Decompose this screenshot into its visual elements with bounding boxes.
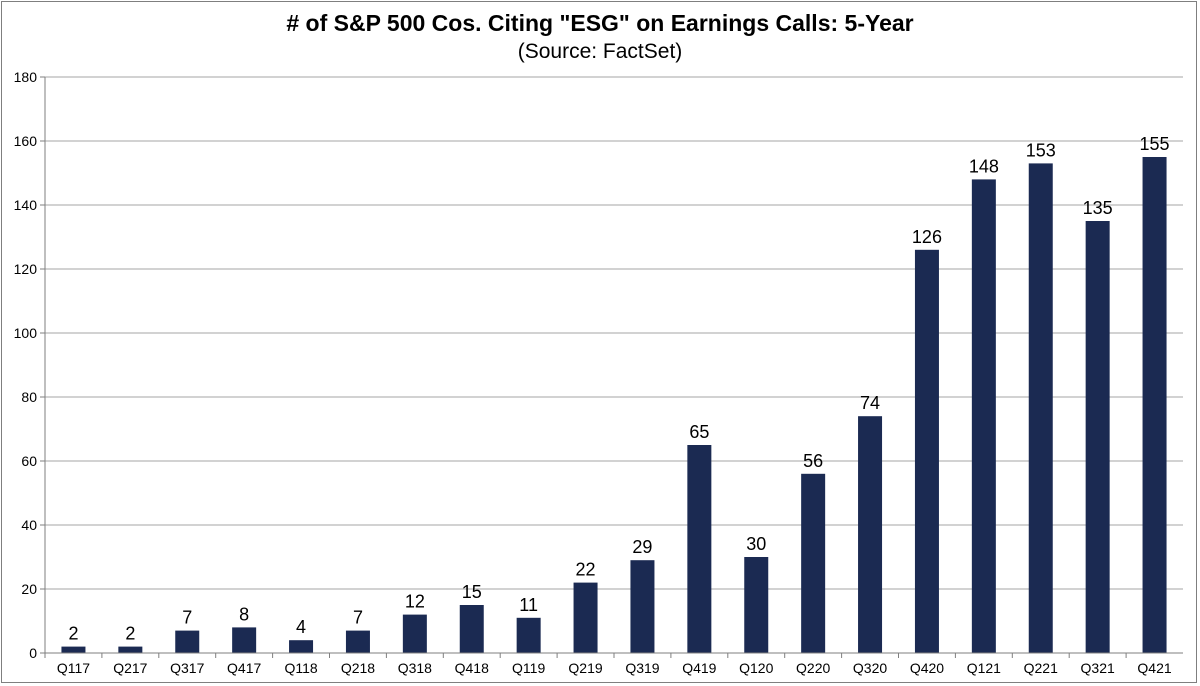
bar — [914, 249, 939, 654]
data-label: 4 — [296, 617, 306, 637]
x-tick-label: Q418 — [455, 660, 489, 676]
x-tick-label: Q220 — [796, 660, 830, 676]
data-label: 56 — [803, 451, 823, 471]
x-tick-label: Q318 — [398, 660, 432, 676]
y-tick-label: 120 — [14, 261, 38, 277]
chart-subtitle: (Source: FactSet) — [517, 40, 683, 63]
y-axis-ticks: 0 20 40 60 80 100 120 140 160 180 — [14, 69, 38, 661]
data-label: 29 — [632, 537, 652, 557]
x-tick-label: Q420 — [910, 660, 944, 676]
data-label: 11 — [519, 595, 538, 615]
y-tick-label: 20 — [21, 581, 37, 597]
x-tick-label: Q417 — [227, 660, 261, 676]
bar — [175, 630, 200, 653]
chart-title: # of S&P 500 Cos. Citing "ESG" on Earnin… — [286, 10, 914, 36]
data-label: 30 — [746, 534, 766, 554]
x-tick-label: Q120 — [739, 660, 773, 676]
bars — [61, 157, 1167, 654]
data-label: 7 — [353, 608, 363, 628]
data-label: 155 — [1140, 134, 1170, 154]
y-tick-label: 80 — [21, 389, 37, 405]
bar — [402, 614, 427, 653]
bar — [459, 605, 484, 653]
bar — [118, 646, 143, 653]
bar — [232, 627, 257, 653]
bar — [858, 416, 883, 653]
data-label: 2 — [68, 624, 78, 644]
x-tick-label: Q119 — [512, 660, 545, 676]
data-label: 8 — [239, 604, 249, 624]
x-tick-label: Q118 — [284, 660, 317, 676]
y-tick-label: 60 — [21, 453, 37, 469]
y-tick-label: 140 — [14, 197, 38, 213]
bar — [289, 640, 314, 653]
x-tick-label: Q319 — [625, 660, 659, 676]
x-tick-label: Q218 — [341, 660, 375, 676]
x-tick-label: Q419 — [682, 660, 716, 676]
bar — [1085, 221, 1110, 653]
data-label: 12 — [405, 592, 425, 612]
x-tick-label: Q217 — [113, 660, 147, 676]
bar — [801, 473, 826, 653]
bar — [687, 445, 712, 653]
data-label: 135 — [1083, 198, 1113, 218]
data-label: 2 — [125, 624, 135, 644]
y-tick-label: 180 — [14, 69, 38, 85]
bar — [630, 560, 655, 653]
data-label: 22 — [576, 560, 596, 580]
bar — [573, 582, 598, 653]
bar — [1142, 157, 1167, 653]
data-label: 15 — [462, 582, 482, 602]
bar — [345, 630, 370, 653]
data-label: 74 — [860, 393, 880, 413]
y-tick-label: 40 — [21, 517, 37, 533]
bar — [1028, 163, 1053, 653]
x-tick-label: Q320 — [853, 660, 887, 676]
x-tick-label: Q317 — [170, 660, 204, 676]
data-label: 153 — [1026, 140, 1056, 160]
x-axis-ticks: Q117 Q217 Q317 Q417 Q118 Q218 Q318 Q418 Q119 Q219… — [57, 660, 1172, 676]
bar — [61, 646, 86, 653]
axes — [40, 76, 1183, 658]
gridlines — [45, 76, 1183, 590]
x-tick-label: Q221 — [1024, 660, 1058, 676]
x-tick-label: Q421 — [1137, 660, 1171, 676]
data-label: 126 — [912, 227, 942, 247]
data-label: 148 — [969, 156, 999, 176]
data-label: 65 — [689, 422, 709, 442]
bar — [971, 179, 996, 653]
x-tick-label: Q117 — [57, 660, 90, 676]
y-tick-label: 0 — [29, 645, 37, 661]
x-tick-label: Q121 — [967, 660, 1001, 676]
y-tick-label: 100 — [14, 325, 38, 341]
x-tick-label: Q321 — [1081, 660, 1115, 676]
y-tick-label: 160 — [14, 133, 38, 149]
data-label: 7 — [182, 608, 192, 628]
x-tick-label: Q219 — [568, 660, 602, 676]
bar — [516, 617, 541, 653]
bar — [744, 557, 769, 653]
